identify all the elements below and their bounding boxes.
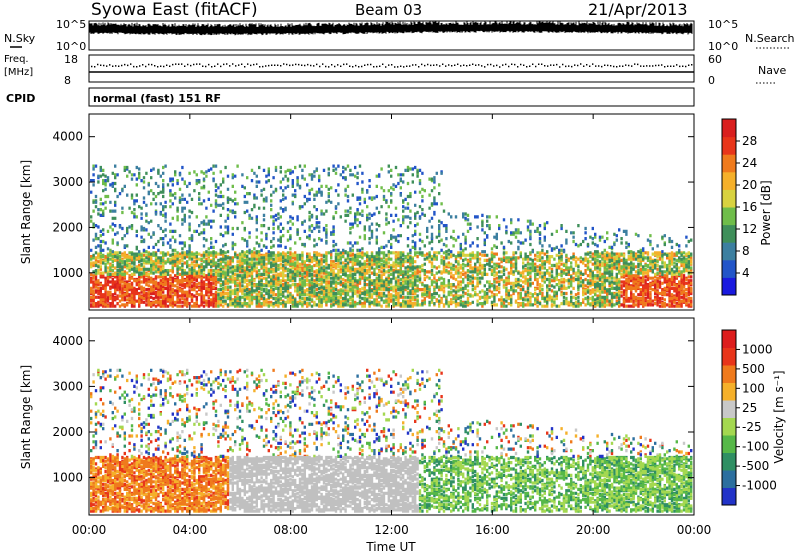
- date-label: 21/Apr/2013: [588, 0, 688, 19]
- colorbar-swatch: [722, 259, 736, 278]
- velocity-colorbar: 1000 500 100 25 -25 -100 -500 -1000: [721, 329, 777, 506]
- noise-right-tick-bottom: 10^0: [708, 40, 738, 53]
- echo-cells: [90, 251, 693, 308]
- colorbar-swatch: [722, 154, 736, 173]
- colorbar-swatch: [722, 417, 736, 436]
- power-y-axis: 4000 3000 2000 1000: [52, 130, 694, 280]
- y-tick-label: 2000: [52, 220, 83, 234]
- noise-right-label: N.Search: [745, 32, 795, 45]
- nave-right-tick-bottom: 0: [708, 74, 715, 87]
- noise-right-tick-top: 10^5: [708, 18, 738, 31]
- x-tick-label: 12:00: [374, 523, 409, 537]
- freq-panel-frame: [88, 54, 695, 83]
- freq-left-tick-bottom: 8: [64, 74, 71, 87]
- colorbar-tick-label: 8: [742, 244, 750, 258]
- colorbar-swatch: [722, 470, 736, 488]
- y-tick-label: 1000: [52, 266, 83, 280]
- echo-cells: [90, 164, 688, 254]
- colorbar-swatch: [722, 207, 736, 226]
- x-tick-label: 00:00: [72, 523, 107, 537]
- cpid-text: normal (fast) 151 RF: [93, 92, 221, 105]
- colorbar-swatch: [722, 347, 736, 366]
- echo-cells: [229, 455, 419, 513]
- y-tick-label: 4000: [52, 130, 83, 144]
- noise-left-tick-top: 10^5: [56, 18, 86, 31]
- power-colorbar: 28 24 20 16 12 8 4: [721, 118, 757, 296]
- noise-left-label: N.Sky: [4, 32, 36, 45]
- colorbar-swatch: [722, 119, 736, 138]
- echo-cells: [90, 368, 686, 513]
- colorbar-tick-label: 28: [742, 134, 757, 148]
- colorbar-tick-label: -1000: [742, 479, 777, 493]
- colorbar-tick-label: 100: [742, 381, 765, 395]
- x-tick-label: 16:00: [475, 523, 510, 537]
- echo-cells: [92, 368, 686, 458]
- colorbar-swatch: [722, 242, 736, 261]
- colorbar-tick-label: 24: [742, 156, 757, 170]
- velocity-ylabel: Slant Range [km]: [19, 365, 33, 469]
- echo-cells: [94, 368, 693, 513]
- x-axis-label: Time UT: [365, 540, 416, 554]
- colorbar-tick-label: -100: [742, 440, 769, 454]
- colorbar-tick-label: 25: [742, 401, 757, 415]
- nave-dots: [91, 63, 693, 68]
- colorbar-swatch: [722, 435, 736, 453]
- plot-title: Syowa East (fitACF): [91, 0, 258, 20]
- colorbar-swatch: [722, 277, 736, 296]
- echo-cells: [90, 274, 693, 308]
- echo-cells: [94, 370, 693, 458]
- noise-panel-frame: [88, 20, 695, 51]
- colorbar-tick-label: 20: [742, 178, 757, 192]
- noise-left-tick-bottom: 10^0: [56, 40, 86, 53]
- y-tick-label: 2000: [52, 425, 83, 439]
- colorbar-swatch: [722, 189, 736, 208]
- power-heatmap: [90, 164, 693, 308]
- velocity-heatmap: [90, 368, 693, 513]
- freq-trace: [89, 63, 694, 73]
- colorbar-tick-label: -500: [742, 459, 769, 473]
- velocity-colorbar-label: Velocity [m s⁻¹]: [772, 370, 786, 463]
- colorbar-swatch: [722, 452, 736, 471]
- nave-right-tick-top: 60: [708, 53, 722, 66]
- velocity-y-axis: 4000 3000 2000 1000: [52, 334, 694, 485]
- colorbar-tick-label: 1000: [742, 342, 773, 356]
- colorbar-swatch: [722, 136, 736, 155]
- x-axis: 00:00 04:00 08:00 12:00 16:00 20:00 00:00: [72, 114, 712, 537]
- colorbar-swatch: [722, 487, 736, 506]
- colorbar-tick-label: 16: [742, 200, 757, 214]
- colorbar-tick-label: 12: [742, 222, 757, 236]
- echo-cells: [90, 164, 693, 308]
- y-tick-label: 1000: [52, 471, 83, 485]
- y-tick-label: 3000: [52, 175, 83, 189]
- colorbar-frame: [721, 329, 737, 506]
- beam-label: Beam 03: [355, 1, 422, 19]
- y-tick-label: 3000: [52, 379, 83, 393]
- freq-label-line1: Freq.: [4, 54, 29, 65]
- noise-sky-line: [89, 20, 693, 36]
- freq-left-tick-top: 18: [64, 53, 78, 66]
- x-tick-label: 00:00: [677, 523, 712, 537]
- colorbar-swatch: [722, 382, 736, 401]
- x-tick-label: 04:00: [173, 523, 208, 537]
- colorbar-swatch: [722, 330, 736, 348]
- power-colorbar-label: Power [dB]: [759, 180, 773, 245]
- colorbar-swatch: [722, 400, 736, 418]
- x-tick-label: 08:00: [273, 523, 308, 537]
- colorbar-swatch: [722, 365, 736, 383]
- cpid-panel-frame: [88, 87, 695, 107]
- freq-label-line2: [MHz]: [4, 67, 33, 78]
- y-tick-label: 4000: [52, 334, 83, 348]
- nave-label: Nave: [758, 64, 786, 77]
- echo-cells: [92, 164, 688, 254]
- colorbar-tick-label: 4: [742, 266, 750, 280]
- cpid-label: CPID: [6, 92, 35, 105]
- colorbar-swatch: [722, 171, 736, 190]
- noise-trace: [89, 20, 693, 36]
- power-ylabel: Slant Range [km]: [19, 160, 33, 264]
- x-tick-label: 20:00: [576, 523, 611, 537]
- colorbar-swatch: [722, 224, 736, 243]
- colorbar-tick-label: 500: [742, 362, 765, 376]
- colorbar-tick-label: -25: [742, 420, 762, 434]
